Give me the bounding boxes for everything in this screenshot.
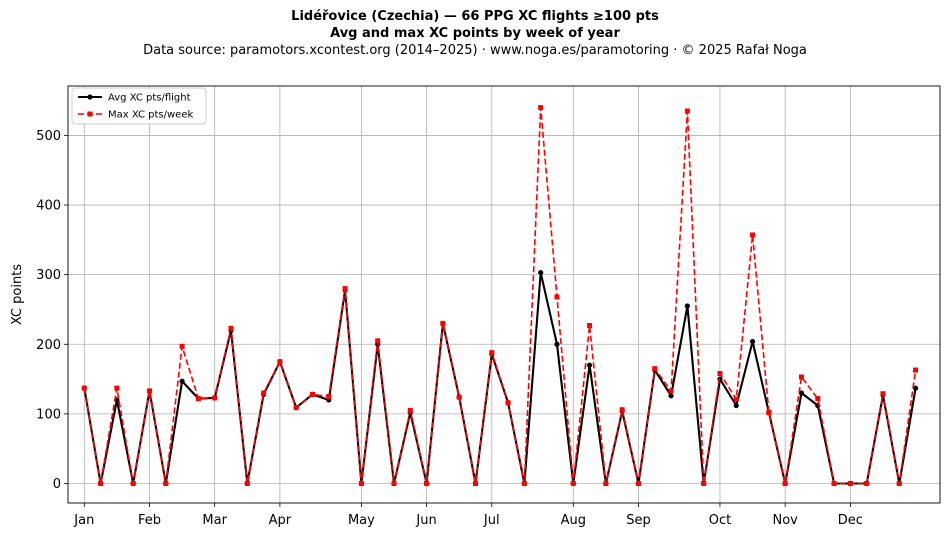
series-point-1 [717,371,723,377]
series-point-1 [913,367,919,373]
series-point-0 [554,341,560,347]
series-point-1 [684,108,690,114]
series-point-1 [309,391,315,397]
x-tick-label-feb: Feb [138,513,161,528]
series-point-1 [81,385,87,391]
x-tick-label-sep: Sep [626,513,651,528]
series-point-1 [505,400,511,406]
series-point-1 [342,286,348,292]
series-point-1 [635,481,641,487]
series-point-0 [798,390,805,396]
legend-label: Avg XC pts/flight [108,93,191,104]
series-point-1 [521,481,527,487]
series-point-0 [749,338,756,345]
legend-box [71,87,207,125]
series-point-1 [880,391,886,397]
series-point-1 [619,407,625,413]
series-point-1 [424,481,430,487]
legend-swatch-marker [87,94,93,100]
x-tick-label-mar: Mar [202,513,227,528]
y-tick-label: 500 [36,129,61,144]
series-point-1 [570,481,576,487]
grid-lines [68,86,940,503]
series-point-1 [733,396,739,402]
series-line-1 [83,106,917,485]
series-layer [81,105,919,487]
series-point-1 [277,359,283,365]
legend-label: Max XC pts/week [108,110,193,121]
series-point-1 [391,481,397,487]
x-tick-label-jul: Jul [483,513,500,528]
y-axis-label: XC points [10,264,25,325]
x-tick-label-aug: Aug [561,513,586,528]
series-point-1 [766,409,772,415]
series-point-1 [293,405,299,411]
x-tick-label-jan: Jan [73,513,94,528]
legend: Avg XC pts/flight Max XC pts/week [71,87,207,125]
series-point-1 [326,393,332,399]
series-point-0 [179,378,185,384]
series-point-1 [701,481,707,487]
series-point-1 [472,481,478,487]
y-tick-label: 0 [53,477,61,492]
series-point-1 [261,390,267,396]
series-point-1 [146,388,152,394]
y-tick-label: 300 [36,268,61,283]
series-point-1 [538,105,544,111]
series-point-1 [130,481,136,487]
series-point-1 [864,481,870,487]
series-point-0 [668,393,674,399]
series-point-1 [815,396,821,402]
y-tick-label: 100 [36,407,61,422]
series-point-0 [586,362,593,368]
series-point-1 [603,481,609,487]
series-point-1 [456,394,462,400]
series-point-1 [375,338,381,344]
x-tick-label-jun: Jun [415,513,436,528]
series-point-0 [733,402,739,409]
series-point-1 [440,320,446,326]
x-tick-label-oct: Oct [709,513,731,528]
plot-frame [67,85,941,504]
x-tick-label-apr: Apr [269,513,292,528]
series-point-0 [538,269,544,276]
axes: 0 100 200 300 400 500 Jan Feb Mar Apr May Jun Jul Aug… [36,129,863,528]
series-point-1 [489,350,495,356]
series-point-1 [847,481,853,487]
series-point-1 [652,366,658,372]
legend-swatch-marker [87,111,93,117]
series-point-1 [407,407,413,413]
series-point-1 [750,232,756,238]
series-point-1 [668,388,674,394]
series-point-1 [228,325,234,331]
series-point-1 [554,294,560,300]
y-tick-label: 400 [36,199,61,214]
chart-titles: Lidéřovice (Czechia) — 66 PPG XC flights… [0,8,950,59]
series-point-1 [212,395,218,401]
x-tick-label-nov: Nov [772,513,798,528]
series-point-1 [163,481,169,487]
series-point-1 [782,481,788,487]
series-point-0 [684,303,690,309]
x-tick-label-dec: Dec [838,513,863,528]
series-point-1 [831,481,837,487]
chart-subtitle: Avg and max XC points by week of year [330,26,620,41]
series-point-1 [114,385,120,391]
chart-title: Lidéřovice (Czechia) — 66 PPG XC flights… [291,9,659,24]
chart-source: Data source: paramotors.xcontest.org (20… [143,43,807,58]
y-tick-label: 200 [36,338,61,353]
series-point-1 [179,343,185,349]
series-point-0 [912,385,919,391]
series-point-1 [195,396,201,402]
series-point-1 [244,481,250,487]
series-point-1 [896,481,902,487]
series-point-1 [587,322,593,328]
series-point-1 [98,481,104,487]
series-point-1 [358,481,364,487]
series-point-1 [798,374,804,380]
x-tick-label-may: May [348,513,375,528]
